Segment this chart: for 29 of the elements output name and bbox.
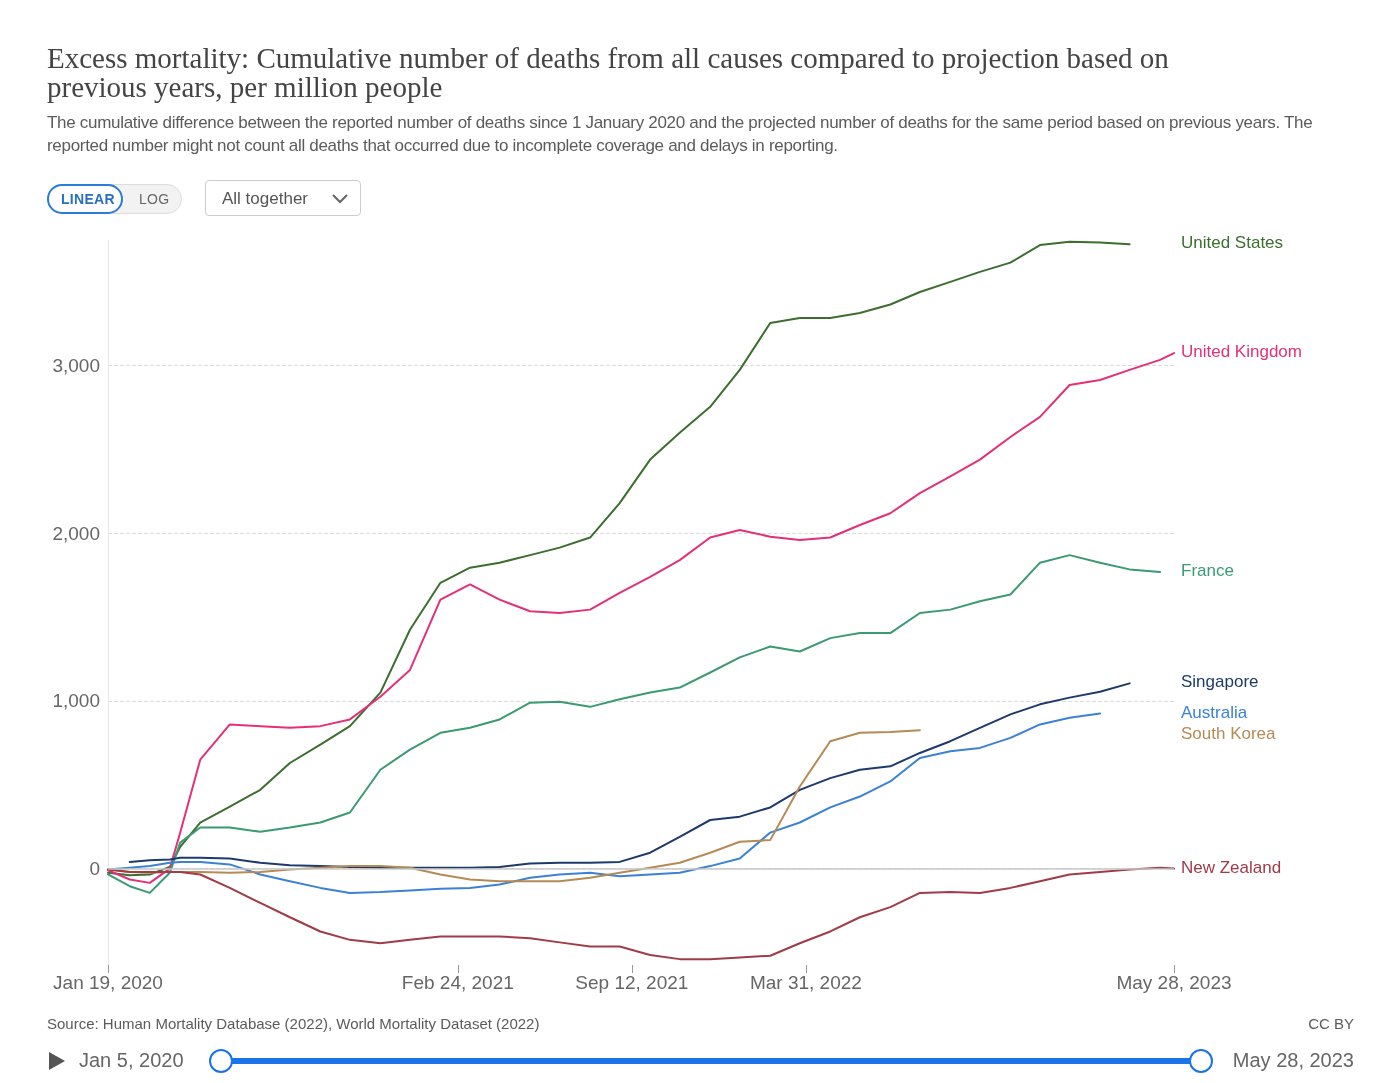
- text: Australia: [1181, 702, 1248, 722]
- scale-toggle: LINEAR LOG: [47, 184, 182, 214]
- line-series: [107, 866, 1175, 961]
- chart-subtitle: The cumulative difference between the reported number of deaths since 1 January 2020 and the projected number of deaths for the same period based on previous years. The reported number might not count all deaths that occurred due to incomplete coverage and delays in reporting.: [47, 112, 1314, 157]
- series-label: France: [1181, 560, 1234, 580]
- x-tick-label: May 28, 2023: [1116, 972, 1232, 993]
- y-tick-label: 0: [89, 858, 100, 880]
- line-series: [107, 240, 1131, 877]
- series-label: New Zealand: [1181, 857, 1282, 877]
- y-tick-label: 3,000: [52, 355, 100, 377]
- x-tick-label: Feb 24, 2021: [401, 972, 514, 993]
- y-tick-label: 2,000: [52, 522, 100, 544]
- text: South Korea: [1181, 723, 1277, 743]
- text: May 28, 2023: [1232, 1049, 1354, 1072]
- text: Jan 5, 2020: [79, 1049, 184, 1072]
- dropdown-menu: All together: [205, 180, 361, 216]
- series-label: United Kingdom: [1181, 342, 1302, 362]
- x-tick-label: Mar 31, 2022: [749, 972, 862, 993]
- line-series: [107, 352, 1175, 884]
- chart-title: Excess mortality: Cumulative number of deaths from all causes compared to projection based on previous years, per million people: [47, 42, 1170, 103]
- y-tick-label: 1,000: [52, 690, 100, 712]
- x-tick-label: Sep 12, 2021: [575, 972, 689, 993]
- source-note: Source: Human Mortality Database (2022), World Mortality Dataset (2022): [47, 1015, 540, 1032]
- text: CC BY: [1308, 1015, 1354, 1032]
- text: Singapore: [1181, 672, 1259, 692]
- text: United States: [1181, 233, 1284, 253]
- x-tick-label: Jan 19, 2020: [53, 972, 163, 993]
- line-series: [107, 554, 1162, 894]
- line-series: [128, 682, 1131, 869]
